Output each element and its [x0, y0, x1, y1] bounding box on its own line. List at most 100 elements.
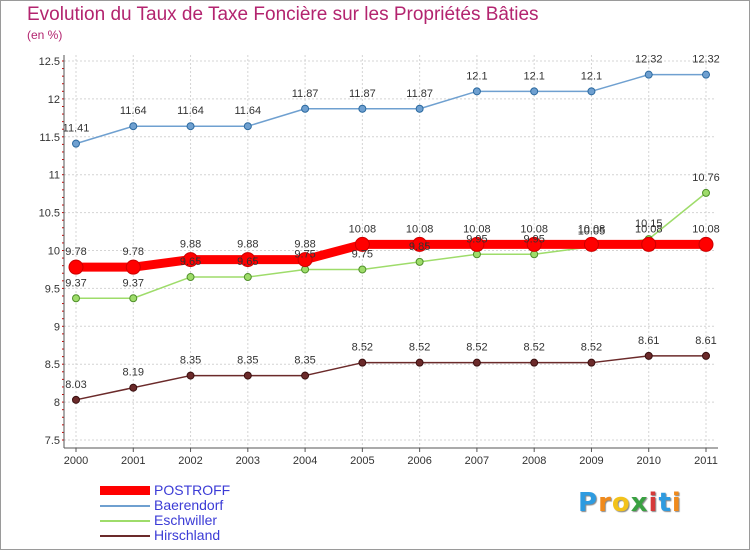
data-label-baerendorf: 12.1	[523, 70, 544, 82]
data-label-eschwiller: 9.95	[466, 233, 487, 245]
data-point-baerendorf	[129, 122, 138, 131]
data-label-baerendorf: 11.64	[120, 105, 147, 117]
legend-swatch-eschwiller	[100, 520, 150, 522]
chart-title: Evolution du Taux de Taxe Foncière sur l…	[27, 4, 539, 25]
series-line-postroff	[76, 239, 706, 272]
data-point-hirschland	[243, 371, 252, 380]
data-label-eschwiller: 9.65	[180, 256, 201, 268]
chart-unit-label: (en %)	[27, 28, 63, 42]
x-tick-label: 2008	[522, 455, 546, 467]
data-label-baerendorf: 12.32	[692, 54, 720, 66]
data-point-hirschland	[587, 358, 596, 367]
data-label-postroff: 10.08	[578, 223, 606, 235]
data-point-postroff	[125, 259, 141, 275]
legend-label-hirschland: Hirschland	[154, 527, 221, 543]
data-point-eschwiller	[358, 265, 367, 274]
x-tick-label: 2007	[465, 455, 489, 467]
data-point-postroff	[526, 236, 542, 252]
data-label-eschwiller: 9.75	[352, 248, 373, 260]
logo-letter: P	[578, 488, 599, 518]
logo-letter: i	[648, 488, 659, 518]
data-label-eschwiller: 9.95	[523, 233, 544, 245]
data-point-eschwiller	[243, 273, 252, 282]
series-line-hirschland	[75, 355, 706, 401]
y-tick-label: 10.5	[39, 208, 60, 220]
legend-swatch-postroff	[100, 486, 150, 495]
data-label-eschwiller: 9.37	[65, 277, 86, 289]
data-label-hirschland: 8.19	[123, 367, 144, 379]
data-label-hirschland: 8.61	[638, 335, 659, 347]
data-label-eschwiller: 9.85	[409, 241, 430, 253]
data-point-baerendorf	[72, 139, 80, 148]
y-tick-label: 11.5	[39, 132, 60, 144]
data-point-hirschland	[358, 358, 367, 367]
x-tick-label: 2010	[636, 455, 660, 467]
logo-letter: r	[598, 488, 612, 518]
data-label-layer: 9.78 9.78 9.88 9.88 9.88 10.08 10.08 10.08 10.08…	[63, 54, 720, 391]
y-tick-label: 11	[49, 170, 60, 182]
data-label-postroff: 9.78	[123, 246, 144, 258]
data-label-baerendorf: 11.64	[177, 105, 204, 117]
data-label-baerendorf: 11.87	[406, 88, 433, 100]
data-point-hirschland	[644, 351, 653, 360]
series-line-baerendorf	[75, 73, 706, 145]
data-label-postroff: 10.08	[463, 223, 491, 235]
data-point-eschwiller	[415, 257, 424, 266]
y-tick-label: 9	[54, 321, 60, 333]
data-point-baerendorf	[644, 70, 653, 79]
x-tick-label: 2002	[178, 455, 202, 467]
data-point-baerendorf	[472, 87, 481, 96]
data-label-hirschland: 8.35	[237, 355, 258, 367]
y-tick-label: 7.5	[45, 435, 60, 447]
data-label-postroff: 10.08	[520, 223, 548, 235]
data-label-postroff: 9.78	[65, 246, 86, 258]
data-point-hirschland	[702, 351, 710, 360]
data-label-baerendorf: 11.41	[63, 123, 90, 135]
data-point-postroff	[583, 236, 599, 252]
data-point-hirschland	[415, 358, 424, 367]
x-tick-label: 2011	[694, 455, 718, 467]
data-point-postroff	[641, 236, 657, 252]
data-point-eschwiller	[72, 294, 80, 303]
data-point-eschwiller	[702, 188, 710, 197]
data-point-hirschland	[72, 395, 80, 404]
data-point-baerendorf	[415, 104, 424, 113]
y-tick-label: 8	[54, 397, 60, 409]
data-label-postroff: 9.88	[237, 239, 258, 251]
proxiti-logo: Proxiti	[578, 488, 682, 518]
data-point-postroff	[68, 259, 84, 275]
data-label-hirschland: 8.61	[695, 335, 716, 347]
logo-letter: o	[611, 488, 631, 518]
data-label-eschwiller: 10.76	[692, 172, 720, 184]
logo-letter: t	[658, 488, 672, 518]
data-point-baerendorf	[358, 104, 367, 113]
data-label-hirschland: 8.52	[581, 342, 602, 354]
data-point-postroff	[297, 252, 313, 268]
y-tick-label: 10	[48, 246, 60, 258]
data-point-hirschland	[472, 358, 481, 367]
y-tick-label: 12	[48, 94, 60, 106]
data-point-hirschland	[530, 358, 539, 367]
data-label-postroff: 10.08	[635, 223, 663, 235]
axis-layer: 7.5 8 8.5 9 9.5 10 10.5 11 11.5 12 12.5 2000 2001 200…	[39, 55, 718, 467]
data-point-hirschland	[301, 371, 310, 380]
data-label-postroff: 10.08	[349, 223, 377, 235]
series-layer	[68, 70, 714, 404]
logo-letter: i	[671, 488, 682, 518]
logo-letter: x	[630, 488, 649, 518]
data-point-hirschland	[129, 383, 138, 392]
data-label-postroff: 9.88	[180, 239, 201, 251]
legend-swatch-baerendorf	[100, 505, 150, 507]
legend-label-baerendorf: Baerendorf	[154, 497, 224, 513]
data-label-baerendorf: 11.64	[234, 105, 261, 117]
data-point-eschwiller	[186, 273, 195, 282]
data-point-postroff	[354, 236, 370, 252]
x-tick-label: 2000	[64, 455, 88, 467]
data-point-baerendorf	[301, 104, 310, 113]
data-point-postroff	[469, 236, 485, 252]
data-label-postroff: 10.08	[406, 223, 434, 235]
legend-swatch-hirschland	[100, 535, 150, 537]
data-label-eschwiller: 10.05	[578, 226, 606, 238]
data-point-hirschland	[186, 371, 195, 380]
data-point-baerendorf	[530, 87, 539, 96]
